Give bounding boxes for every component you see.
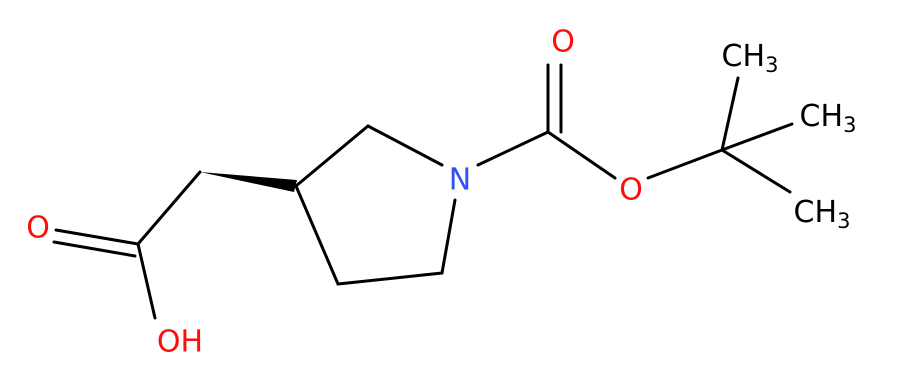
bond	[720, 122, 794, 152]
atom-labels: O OH N O O CH3 CH3 CH3	[26, 25, 856, 360]
atom-label: O	[619, 173, 643, 208]
bond	[476, 130, 550, 167]
bond	[136, 170, 202, 246]
atom-subscript: 3	[765, 53, 778, 77]
bond	[546, 130, 617, 180]
bond	[136, 242, 157, 320]
atom-symbol: CH	[800, 99, 844, 134]
atom-label: N	[449, 163, 471, 198]
atom-label: OH	[157, 325, 203, 360]
bond	[720, 76, 740, 152]
atom-symbol: CH	[722, 39, 766, 74]
bond	[646, 148, 724, 180]
bond	[54, 228, 140, 246]
bond	[336, 271, 444, 286]
atom-label: CH3	[794, 195, 851, 234]
bond	[366, 124, 444, 167]
atom-label: CH3	[722, 39, 779, 78]
bonds	[52, 63, 794, 320]
bond	[440, 198, 457, 275]
bond	[294, 124, 370, 188]
atom-label: O	[26, 211, 50, 246]
bond	[720, 148, 792, 194]
atom-subscript: 3	[837, 209, 850, 233]
atom-subscript: 3	[843, 113, 856, 137]
atom-symbol: CH	[794, 195, 838, 230]
bond	[52, 240, 137, 258]
bond	[294, 184, 340, 286]
wedge-bond	[200, 172, 297, 192]
atom-label: O	[551, 25, 575, 60]
atom-label: CH3	[800, 99, 857, 138]
